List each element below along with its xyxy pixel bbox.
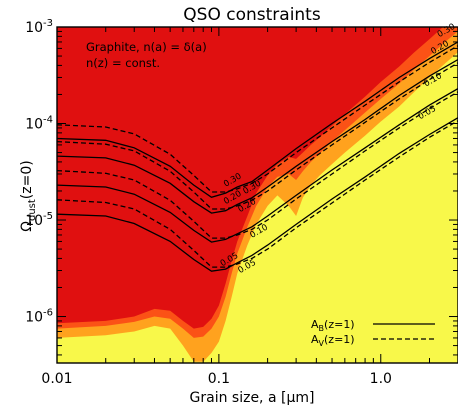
series-av-010 <box>57 91 458 239</box>
y-tick-label: 10-6 <box>25 308 53 326</box>
legend-av-sub: V <box>319 339 325 348</box>
legend-ab-sub: B <box>319 324 325 333</box>
y-axis-title-tail: (z=0) <box>19 160 35 199</box>
legend-av-tail: (z=1) <box>324 333 355 346</box>
chart-title: QSO constraints <box>183 5 321 25</box>
legend-label-ab: AB(z=1) <box>311 318 355 333</box>
y-axis-title-sub: dust <box>27 199 38 221</box>
x-tick-label: 1.0 <box>370 371 392 387</box>
y-axis-title: Ωdust(z=0) <box>19 160 38 231</box>
y-tick-label: 10-5 <box>25 211 53 229</box>
y-tick-label: 10-4 <box>25 115 53 133</box>
y-tick-label: 10-3 <box>25 18 53 36</box>
series-av-005 <box>57 120 458 268</box>
series-ab-010 <box>57 88 458 243</box>
series-ab-005 <box>57 117 458 272</box>
legend-ab-tail: (z=1) <box>324 318 355 331</box>
series-ab-020 <box>57 58 458 214</box>
annotation-material: Graphite, n(a) = δ(a) <box>86 40 207 54</box>
legend-av-base: A <box>311 333 319 346</box>
plot-frame <box>56 26 458 364</box>
legend-ab-base: A <box>311 318 319 331</box>
series-ab-030 <box>57 41 458 199</box>
legend-label-av: AV(z=1) <box>311 333 355 348</box>
series-av-020 <box>57 62 458 210</box>
series-av-030 <box>57 45 458 193</box>
x-tick-label: 0.1 <box>208 371 230 387</box>
annotation-redshift: n(z) = const. <box>86 56 160 70</box>
x-axis-title: Grain size, a [μm] <box>190 390 315 406</box>
x-tick-label: 0.01 <box>41 371 72 387</box>
y-axis-title-main: Ω <box>19 221 35 232</box>
legend: AB(z=1) AV(z=1) <box>311 318 435 348</box>
